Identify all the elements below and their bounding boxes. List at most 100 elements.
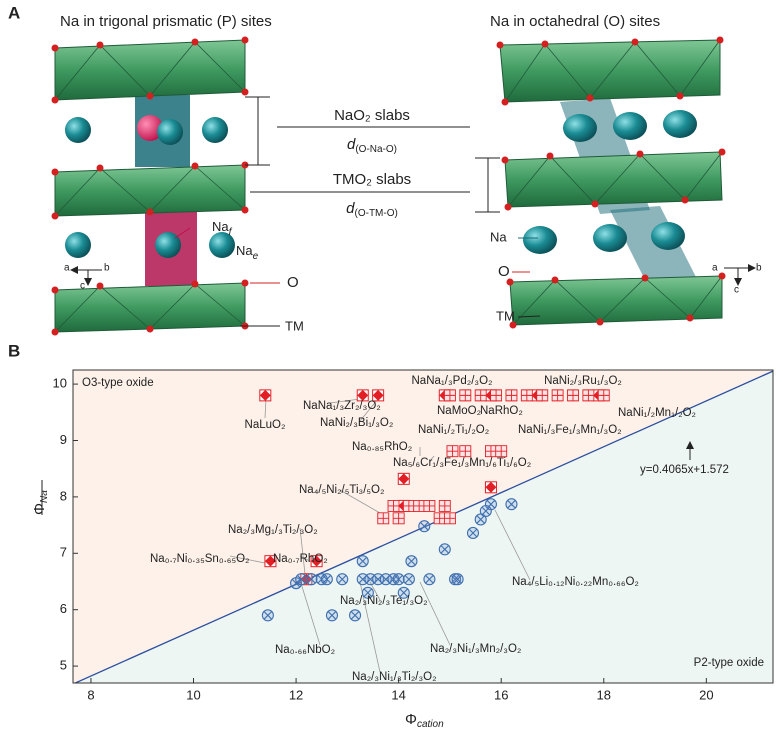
slab-label: NaO₂ slabs xyxy=(334,107,410,124)
slab-label: TMO₂ slabs xyxy=(333,171,411,188)
compound-label: Na₄/₅Li₀.₁₂Ni₀.₂₂Mn₀.₆₆O₂ xyxy=(512,576,639,588)
point xyxy=(452,574,463,585)
point xyxy=(306,574,317,585)
point xyxy=(537,390,548,401)
point xyxy=(506,390,517,401)
x-tick-label: 8 xyxy=(87,687,94,702)
panel-label: A xyxy=(8,3,20,22)
point xyxy=(296,574,307,585)
point xyxy=(262,610,273,621)
point xyxy=(583,390,594,401)
y-tick-label: 7 xyxy=(60,545,67,560)
tm-label: TM xyxy=(285,318,304,333)
compound-label: Na₅/₆Cr₁/₃Fe₁/₃Mn₁/₆Ti₁/₆O₂ xyxy=(393,457,531,469)
point xyxy=(393,574,404,585)
compound-label: Na₂/₃Ni₂/₃Te₁/₃O₂ xyxy=(340,595,428,607)
compound-label: NaNa₁/₃Pd₂/₃O₂ xyxy=(412,375,493,387)
d-label: d(O-Na-O) xyxy=(347,136,397,155)
compound-label: NaNa₁/₃Zr₂/₃O₂ xyxy=(303,400,381,412)
point xyxy=(485,446,496,457)
point xyxy=(485,482,496,493)
x-axis-title: Φcation xyxy=(405,711,444,730)
point xyxy=(260,390,271,401)
tm-label: TM xyxy=(496,308,515,323)
region-label: O3-type oxide xyxy=(82,377,154,389)
compound-label: NaNi₂/₃Bi₁/₃O₂ xyxy=(320,417,393,429)
y-tick-label: 10 xyxy=(53,376,67,391)
point xyxy=(434,513,445,524)
point xyxy=(521,390,532,401)
point xyxy=(424,500,435,511)
point xyxy=(424,574,435,585)
point xyxy=(439,544,450,555)
slab xyxy=(55,40,245,100)
point xyxy=(480,505,491,516)
compound-label: NaRhO₂ xyxy=(480,405,523,417)
point xyxy=(552,390,563,401)
slab xyxy=(55,165,245,216)
compound-label: Na₀.₆₆NbO₂ xyxy=(275,644,335,656)
point xyxy=(403,574,414,585)
y-axis-title: ΦNa xyxy=(31,490,50,515)
y-tick-label: 5 xyxy=(60,658,67,673)
compound-label: Na₂/₃Ni₁/₃Mn₂/₃O₂ xyxy=(430,643,521,655)
compound-label: Na₀.₈₅RhO₂ xyxy=(352,441,412,453)
point xyxy=(447,446,458,457)
compound-label: NaNi₂/₃Ru₁/₃O₂ xyxy=(544,375,622,387)
x-tick-label: 12 xyxy=(289,687,303,702)
slab xyxy=(505,152,722,207)
axis-letter: b xyxy=(104,263,110,274)
compound-label: NaNi₁/₂Mn₁/₂O₂ xyxy=(618,407,696,419)
axes-icon xyxy=(74,270,102,282)
point xyxy=(406,556,417,567)
point xyxy=(496,446,507,457)
point xyxy=(506,499,517,510)
point xyxy=(398,473,409,484)
point xyxy=(439,500,450,511)
y-tick-label: 8 xyxy=(60,488,67,503)
compound-label: NaLuO₂ xyxy=(245,419,286,431)
point xyxy=(460,446,471,457)
point xyxy=(321,574,332,585)
na-e-label: Nae xyxy=(236,243,259,261)
right-title: Na in octahedral (O) sites xyxy=(490,13,660,30)
na-label: Na xyxy=(490,229,507,244)
x-tick-label: 16 xyxy=(494,687,508,702)
point xyxy=(388,500,399,511)
compound-label: Na₀.₇Ni₀.₃₅Sn₀.₆₅O₂ xyxy=(150,553,249,565)
point xyxy=(378,513,389,524)
point xyxy=(444,513,455,524)
axis-letter: b xyxy=(756,263,762,274)
compound-label: Na₀.₇RhO₂ xyxy=(273,553,328,565)
axis-letter: c xyxy=(734,285,739,296)
point xyxy=(337,574,348,585)
x-tick-label: 18 xyxy=(597,687,611,702)
panel-label: B xyxy=(8,341,20,360)
point xyxy=(475,390,486,401)
point xyxy=(403,500,414,511)
point xyxy=(357,556,368,567)
point xyxy=(444,390,455,401)
fit-label: y=0.4065x+1.572 xyxy=(640,464,729,476)
point xyxy=(568,390,579,401)
panel-a: A Na in trigonal prismatic (P) sites Na … xyxy=(8,3,762,335)
axis-letter: a xyxy=(64,263,70,274)
compound-label: Na₄/₅Ni₂/₅Ti₃/₅O₂ xyxy=(299,484,384,496)
x-tick-label: 20 xyxy=(699,687,713,702)
o-label: O xyxy=(287,274,299,291)
y-tick-label: 9 xyxy=(60,432,67,447)
y-tick-label: 6 xyxy=(60,601,67,616)
o-structure xyxy=(497,37,726,329)
slab xyxy=(500,40,720,102)
o-label: O xyxy=(498,263,510,280)
axis-letter: a xyxy=(712,263,718,274)
point xyxy=(491,390,502,401)
compound-label: Na₂/₃Ni₁/₃Ti₂/₃O₂ xyxy=(352,671,437,683)
x-tick-label: 14 xyxy=(391,687,405,702)
left-title: Na in trigonal prismatic (P) sites xyxy=(60,13,272,30)
x-tick-label: 10 xyxy=(186,687,200,702)
point xyxy=(419,521,430,532)
point xyxy=(350,610,361,621)
point xyxy=(468,527,479,538)
point xyxy=(393,513,404,524)
